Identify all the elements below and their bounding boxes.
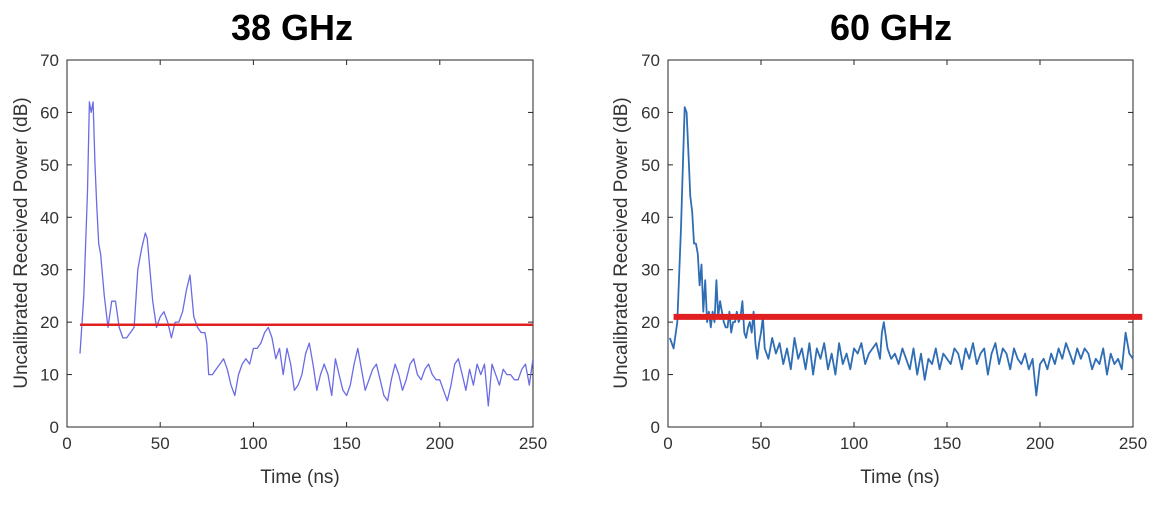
y-tick-label: 30 bbox=[641, 261, 660, 280]
plot-frame bbox=[667, 59, 1134, 428]
x-tick-label: 50 bbox=[752, 434, 771, 453]
x-tick-label: 250 bbox=[1119, 434, 1147, 453]
y-tick-label: 10 bbox=[641, 366, 660, 385]
y-tick-label: 40 bbox=[641, 208, 660, 227]
x-tick-label: 50 bbox=[151, 434, 170, 453]
x-tick-label: 150 bbox=[933, 434, 961, 453]
x-axis-label: Time (ns) bbox=[860, 467, 940, 488]
y-tick-label: 60 bbox=[40, 103, 59, 122]
x-tick-label: 250 bbox=[519, 434, 547, 453]
y-tick-label: 20 bbox=[40, 313, 59, 332]
x-tick-label: 100 bbox=[840, 434, 868, 453]
x-tick-label: 200 bbox=[1026, 434, 1054, 453]
y-axis-label: Uncalibrated Received Power (dB) bbox=[611, 97, 632, 388]
y-tick-label: 10 bbox=[40, 366, 59, 385]
series-line bbox=[669, 106, 1134, 397]
x-axis-label: Time (ns) bbox=[260, 467, 340, 488]
x-tick-label: 150 bbox=[332, 434, 360, 453]
y-axis-label: Uncalibrated Received Power (dB) bbox=[11, 97, 32, 388]
y-tick-label: 50 bbox=[40, 156, 59, 175]
y-tick-label: 70 bbox=[40, 51, 59, 70]
x-tick-label: 100 bbox=[239, 434, 267, 453]
chart-title: 38 GHz bbox=[231, 7, 353, 48]
y-tick-label: 60 bbox=[641, 103, 660, 122]
chart-panel-60ghz: 60 GHz Time (ns) Uncalibrated Received P… bbox=[611, 7, 1147, 488]
y-tick-label: 40 bbox=[40, 208, 59, 227]
y-tick-label: 0 bbox=[50, 418, 59, 437]
y-tick-label: 70 bbox=[641, 51, 660, 70]
y-tick-label: 50 bbox=[641, 156, 660, 175]
chart-panel-38ghz: 38 GHz Time (ns) Uncalibrated Received P… bbox=[11, 7, 547, 488]
chart-title: 60 GHz bbox=[830, 7, 952, 48]
x-tick-label: 0 bbox=[663, 434, 672, 453]
y-tick-label: 20 bbox=[641, 313, 660, 332]
plot-frame bbox=[66, 59, 534, 428]
x-tick-label: 0 bbox=[62, 434, 71, 453]
series-line bbox=[79, 101, 533, 407]
x-tick-label: 200 bbox=[426, 434, 454, 453]
y-tick-label: 30 bbox=[40, 261, 59, 280]
y-tick-label: 0 bbox=[651, 418, 660, 437]
